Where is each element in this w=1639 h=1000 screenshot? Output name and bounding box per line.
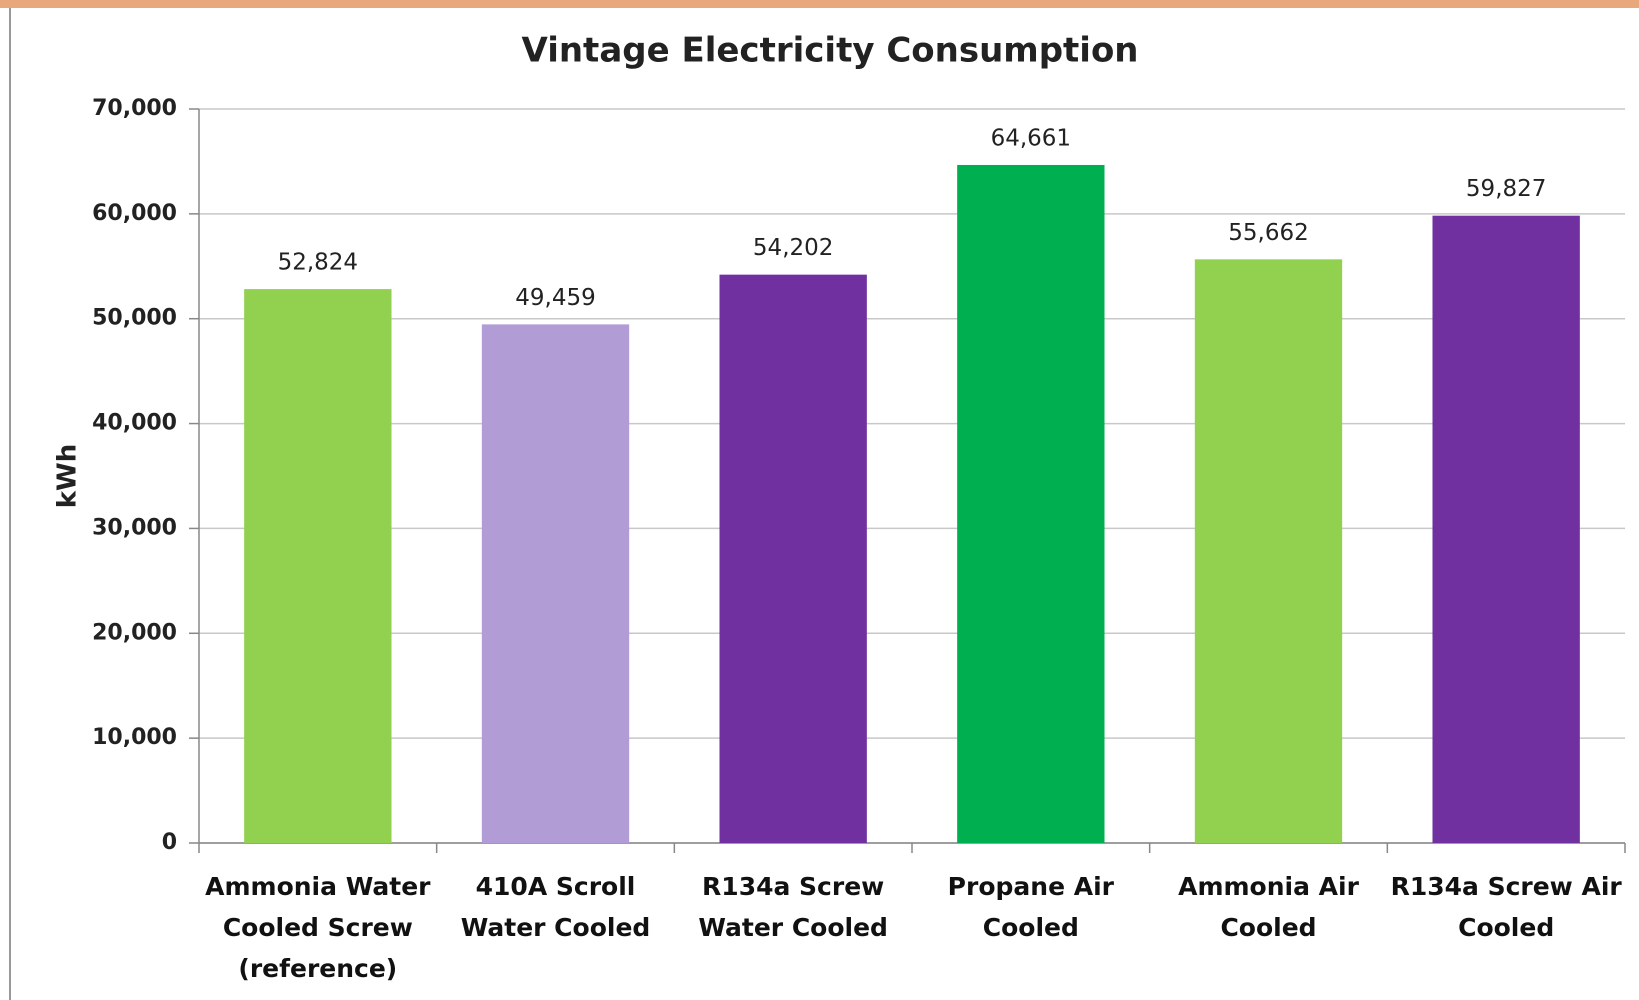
x-tick-label: R134a Screw Air Cooled bbox=[1390, 872, 1622, 942]
bar bbox=[1194, 259, 1343, 843]
y-tick-label: 10,000 bbox=[92, 725, 177, 750]
y-tick-label: 0 bbox=[162, 830, 177, 855]
y-tick-label: 20,000 bbox=[92, 620, 177, 645]
data-label: 55,662 bbox=[1228, 220, 1308, 246]
chart-title: Vintage Electricity Consumption bbox=[521, 31, 1138, 71]
y-tick-label: 70,000 bbox=[92, 96, 177, 121]
x-tick-label: Propane Air Cooled bbox=[947, 872, 1114, 942]
x-tick-label: 410A Scroll Water Cooled bbox=[460, 872, 651, 942]
bar bbox=[481, 324, 630, 843]
x-tick-label: Ammonia Air Cooled bbox=[1178, 872, 1359, 942]
x-tick-label: Ammonia Water Cooled Screw (reference) bbox=[205, 872, 431, 983]
data-label: 54,202 bbox=[753, 235, 833, 261]
bar bbox=[957, 164, 1105, 844]
y-tick-label: 60,000 bbox=[92, 201, 177, 226]
data-label: 49,459 bbox=[515, 285, 595, 311]
data-label: 64,661 bbox=[991, 125, 1071, 151]
y-tick-label: 50,000 bbox=[92, 306, 177, 331]
y-axis-label: kWh bbox=[53, 444, 83, 508]
top-strip bbox=[0, 0, 1639, 8]
y-tick-label: 30,000 bbox=[92, 515, 177, 540]
x-tick-label: R134a Screw Water Cooled bbox=[698, 872, 888, 942]
y-tick-label: 40,000 bbox=[92, 411, 177, 436]
data-label: 52,824 bbox=[278, 250, 358, 276]
bar bbox=[244, 289, 392, 843]
bar bbox=[719, 274, 867, 843]
bar bbox=[1432, 215, 1580, 844]
data-label: 59,827 bbox=[1466, 176, 1546, 202]
